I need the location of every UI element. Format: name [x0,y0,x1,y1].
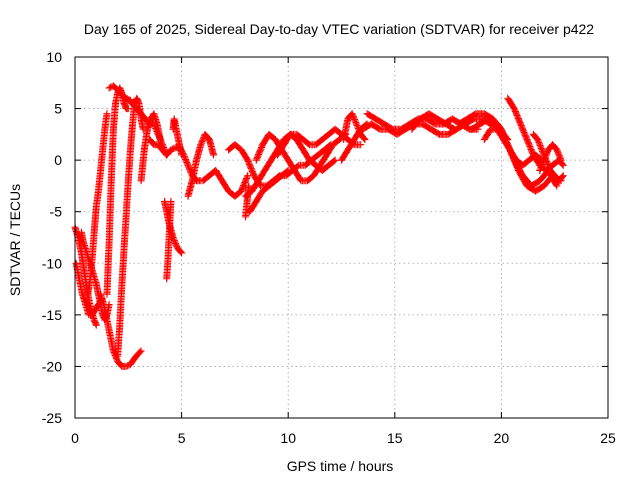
data-track [107,83,133,104]
plot-frame [74,56,609,419]
y-tick-label: 5 [54,101,62,117]
series-arc-5 [97,290,145,370]
data-track [409,111,457,132]
data-track [163,199,175,281]
series-arc-30 [504,94,567,174]
data-series [71,82,567,370]
series-arc-15 [184,130,218,200]
x-tick-label: 20 [494,430,510,446]
x-axis-label: GPS time / hours [287,458,394,474]
y-tick-label: -20 [42,358,62,374]
tick-labels: 0 5 10 15 20 25 10 5 0 -5 -10 -15 -20 -25 [42,49,616,446]
data-track [242,183,253,219]
series-arc-31 [480,125,546,169]
y-tick-label: -15 [42,307,62,323]
data-track [97,292,144,370]
x-tick-label: 25 [600,430,616,446]
data-point [352,120,360,128]
y-axis-label: SDTVAR / TECUs [7,184,23,296]
y-tick-label: -10 [42,255,62,271]
chart-title: Day 165 of 2025, Sidereal Day-to-day VTE… [84,21,594,37]
data-point [536,166,544,174]
series-arc-27 [408,110,458,133]
y-tick-label: 10 [46,49,62,65]
series-arc-21 [242,182,253,221]
data-point [184,161,192,169]
series-arc-20 [246,166,292,216]
y-tick-label: -25 [42,410,62,426]
data-track [169,116,185,157]
x-tick-label: 5 [178,430,186,446]
series-arc-13 [169,115,186,159]
x-tick-label: 0 [71,430,79,446]
series-arc-14 [163,197,175,283]
series-arc-4 [77,228,113,324]
data-track [505,96,566,174]
data-track [72,261,105,319]
data-track [184,131,217,199]
data-point [557,156,565,164]
series-arc-24 [340,110,369,144]
data-track [247,167,291,214]
data-point [538,146,546,154]
y-tick-label: -5 [50,204,63,220]
series-arc-9 [105,82,134,104]
y-tick-label: 0 [54,152,62,168]
series-arc-10 [137,110,164,185]
data-track [481,125,545,168]
data-point [137,347,145,355]
data-track [200,167,251,199]
data-track [340,111,368,142]
data-point [105,84,113,92]
x-tick-label: 15 [387,430,403,446]
data-track [114,96,147,359]
x-tick-label: 10 [280,430,296,446]
data-point [540,156,548,164]
data-track [137,111,164,183]
data-track [536,142,564,173]
series-arc-16 [199,166,252,200]
series-arc-33 [536,141,565,174]
